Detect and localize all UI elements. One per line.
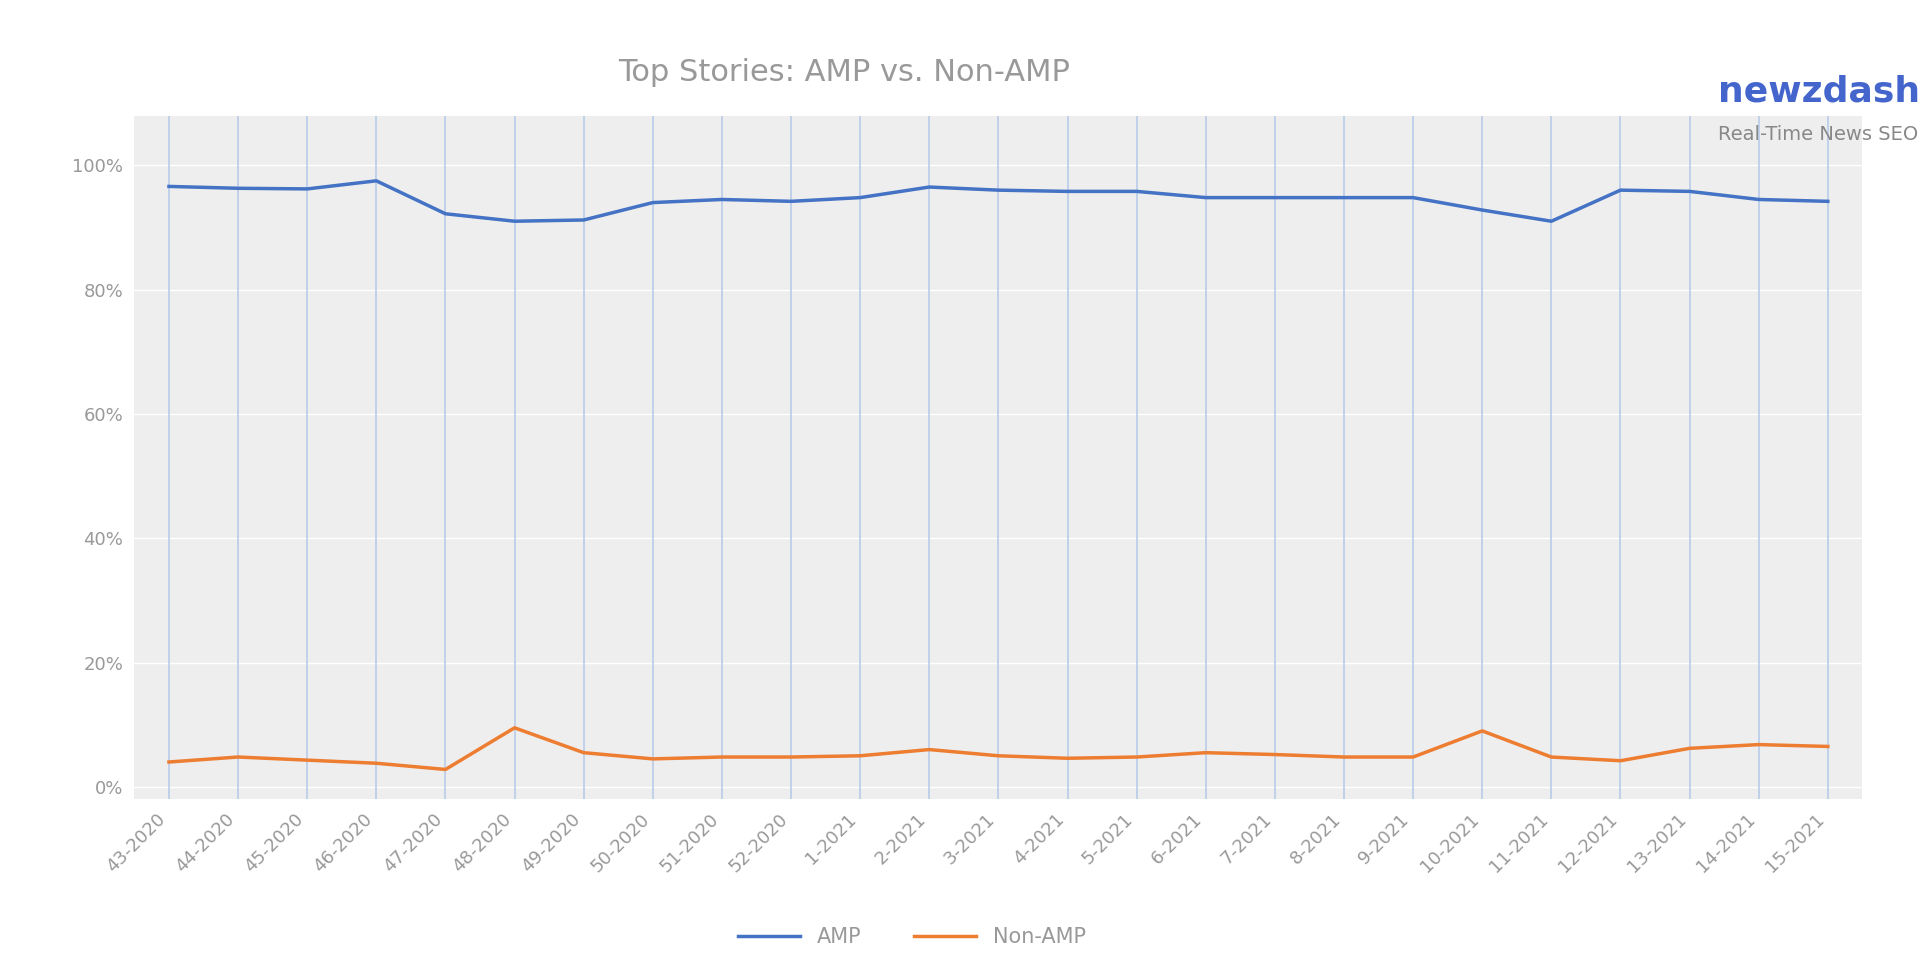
Text: Real-Time News SEO: Real-Time News SEO <box>1718 125 1918 144</box>
Text: newzdash: newzdash <box>1718 74 1920 109</box>
Legend: AMP, Non-AMP: AMP, Non-AMP <box>730 919 1094 955</box>
Text: Top Stories: AMP vs. Non-AMP: Top Stories: AMP vs. Non-AMP <box>618 58 1069 87</box>
